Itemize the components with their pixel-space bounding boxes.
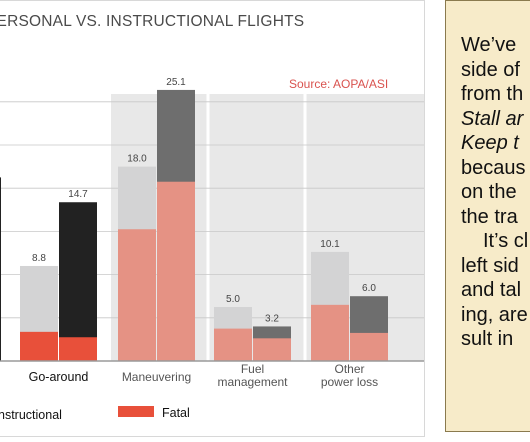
tick-label: power loss bbox=[321, 375, 378, 389]
bar-instructional-fatal bbox=[157, 181, 195, 361]
tick-label: management bbox=[217, 375, 288, 389]
legend-label-instructional: nstructional bbox=[0, 408, 62, 422]
sidebar-callout: We’ve side of from th Stall ar Keep t becaus o… bbox=[445, 0, 530, 432]
bar-instructional bbox=[59, 202, 97, 361]
bar-instructional-fatal bbox=[253, 338, 291, 361]
bar-instructional-fatal bbox=[59, 337, 97, 361]
sidebar-line: and tal bbox=[461, 279, 522, 301]
data-label-instructional: 6.0 bbox=[362, 283, 376, 294]
legend-label-fatal: Fatal bbox=[162, 406, 190, 420]
tick-label: Fuel bbox=[241, 362, 264, 376]
tick-label: Go-around bbox=[29, 370, 89, 384]
bar-cropped bbox=[0, 177, 1, 361]
sidebar-line: becaus bbox=[461, 156, 526, 179]
data-label-personal: 10.1 bbox=[320, 239, 340, 250]
data-label-instructional: 25.1 bbox=[166, 77, 186, 88]
bar-personal-fatal bbox=[118, 229, 156, 361]
sidebar-line: ing, are bbox=[461, 303, 528, 326]
sidebar-line: side of bbox=[461, 58, 520, 81]
sidebar-line: from th bbox=[461, 83, 524, 105]
legend-swatch-fatal bbox=[118, 406, 154, 417]
data-label-personal: 8.8 bbox=[32, 253, 46, 264]
sidebar-line: It’s cl bbox=[483, 230, 529, 252]
data-label-personal: 5.0 bbox=[226, 294, 240, 305]
bar-personal-fatal bbox=[20, 331, 58, 361]
sidebar-line: left sid bbox=[461, 254, 519, 277]
data-label-instructional: 3.2 bbox=[265, 313, 279, 324]
sidebar-line: Stall ar bbox=[461, 107, 524, 130]
sidebar-text: We’ve side of from th Stall ar Keep t becaus o… bbox=[461, 33, 530, 352]
sidebar-line: on the bbox=[461, 181, 517, 203]
sidebar-line: the tra bbox=[461, 205, 518, 228]
bar-personal-fatal bbox=[214, 328, 252, 361]
source-note: Source: AOPA/ASI bbox=[289, 77, 389, 91]
bar-instructional-fatal bbox=[350, 332, 388, 361]
sidebar-line: sult in bbox=[461, 328, 514, 350]
data-label-instructional: 14.7 bbox=[68, 189, 88, 200]
tick-label: Maneuvering bbox=[122, 370, 191, 384]
bar-personal-fatal bbox=[311, 304, 349, 361]
sidebar-line: We’ve bbox=[461, 34, 517, 56]
data-label-personal: 18.0 bbox=[127, 154, 147, 165]
chart-panel: PERSONAL VS. INSTRUCTIONAL FLIGHTS Sourc… bbox=[0, 0, 425, 437]
tick-label: Other bbox=[334, 362, 364, 376]
bar-chart: 8.8 14.7 Go-around 18.0 25.1 Maneuvering 5.0 3.… bbox=[0, 77, 424, 422]
sidebar-line: Keep t bbox=[461, 132, 519, 154]
chart-title: PERSONAL VS. INSTRUCTIONAL FLIGHTS bbox=[0, 13, 305, 30]
